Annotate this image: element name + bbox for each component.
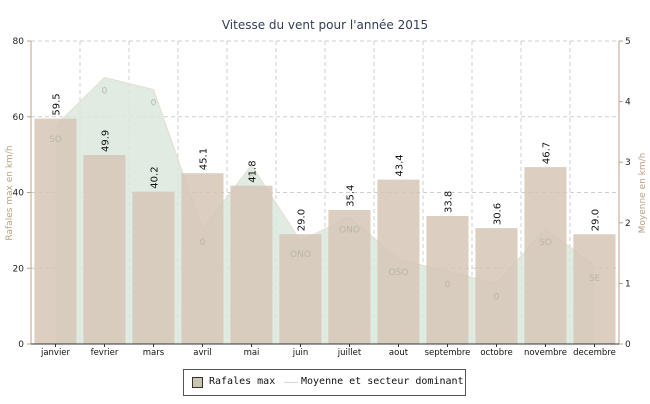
legend-bar-label: Rafales max: [209, 376, 276, 387]
sector-label: OSO: [389, 268, 409, 278]
y-axis-label-left: Rafales max en km/h: [5, 145, 15, 240]
bar-septembre: [426, 216, 469, 344]
bar-decembre: [573, 234, 616, 344]
y-tick-label-right: 5: [625, 37, 631, 47]
sector-label: SE: [589, 274, 601, 284]
x-tick-label: octobre: [480, 348, 512, 358]
sector-label: SO: [49, 135, 62, 145]
bar-value-label: 41.8: [248, 160, 259, 182]
y-tick-label-right: 3: [625, 158, 631, 168]
x-tick-label: janvier: [40, 348, 71, 358]
chart-legend: Rafales max Moyenne et secteur dominant: [183, 369, 466, 396]
x-tick-label: novembre: [524, 348, 567, 358]
y-tick-label-left: 60: [13, 113, 25, 123]
x-tick-label: aout: [389, 348, 409, 358]
bar-fevrier: [83, 155, 126, 344]
x-tick-label: fevrier: [91, 348, 119, 358]
bar-aout: [377, 179, 420, 344]
sector-label: 0: [445, 280, 451, 290]
bar-juillet: [328, 209, 371, 344]
bar-avril: [181, 173, 224, 344]
bar-value-label: 30.6: [493, 203, 504, 225]
sector-label: ONO: [290, 250, 311, 260]
bar-value-label: 35.4: [346, 185, 357, 207]
y-tick-label-right: 0: [625, 340, 631, 350]
x-tick-label: septembre: [425, 348, 471, 358]
x-tick-label: juin: [292, 348, 309, 358]
bar-value-label: 45.1: [199, 148, 210, 170]
y-tick-label-right: 1: [625, 279, 631, 289]
bar-value-label: 29.0: [297, 209, 308, 231]
x-tick-label: mars: [143, 348, 165, 358]
bar-janvier: [34, 118, 77, 344]
legend-bar-swatch: [192, 377, 203, 388]
bar-juin: [279, 234, 322, 344]
chart-title: Vitesse du vent pour l'année 2015: [222, 18, 428, 32]
bar-novembre: [524, 167, 567, 344]
bar-mars: [132, 191, 175, 344]
legend-line-label: Moyenne et secteur dominant: [301, 376, 464, 387]
sector-label: SO: [539, 238, 552, 248]
bar-value-label: 29.0: [591, 209, 602, 231]
x-tick-label: avril: [193, 348, 211, 358]
bar-value-label: 46.7: [542, 142, 553, 164]
legend-line-swatch: [284, 382, 298, 383]
bar-value-label: 33.8: [444, 191, 455, 213]
bar-value-label: 49.9: [101, 130, 112, 152]
sector-label: ONO: [339, 226, 360, 236]
bar-value-label: 43.4: [395, 154, 406, 176]
y-tick-label-right: 2: [625, 219, 631, 229]
y-tick-label-left: 80: [13, 37, 25, 47]
sector-label: 0: [249, 174, 255, 184]
x-tick-label: decembre: [573, 348, 616, 358]
y-tick-label-right: 4: [625, 98, 631, 108]
sector-label: 0: [151, 99, 157, 109]
x-tick-label: mai: [244, 348, 260, 358]
x-tick-label: juillet: [337, 348, 362, 358]
bar-value-label: 59.5: [52, 93, 63, 115]
bar-mai: [230, 185, 273, 344]
y-tick-label-left: 40: [13, 189, 25, 199]
y-tick-label-left: 0: [18, 340, 24, 350]
y-tick-label-left: 20: [13, 264, 25, 274]
sector-label: 0: [494, 292, 500, 302]
bar-octobre: [475, 228, 518, 344]
y-axis-label-right: Moyenne en km/h: [638, 153, 648, 234]
sector-label: 0: [200, 238, 206, 248]
sector-label: 0: [102, 86, 108, 96]
bar-value-label: 40.2: [150, 166, 161, 188]
